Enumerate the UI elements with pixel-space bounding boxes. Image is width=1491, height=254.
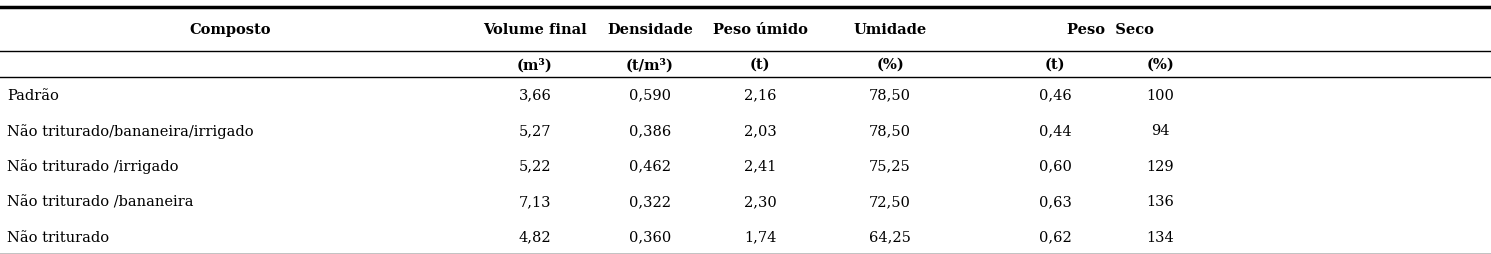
Text: Umidade: Umidade bbox=[853, 23, 926, 37]
Text: (%): (%) bbox=[1147, 58, 1173, 72]
Text: 2,16: 2,16 bbox=[744, 88, 777, 102]
Text: 2,41: 2,41 bbox=[744, 159, 777, 173]
Text: Volume final: Volume final bbox=[483, 23, 587, 37]
Text: 7,13: 7,13 bbox=[519, 195, 552, 209]
Text: 0,44: 0,44 bbox=[1039, 124, 1072, 138]
Text: 0,386: 0,386 bbox=[629, 124, 671, 138]
Text: (t): (t) bbox=[1045, 58, 1065, 72]
Text: 3,66: 3,66 bbox=[519, 88, 552, 102]
Text: Não triturado /irrigado: Não triturado /irrigado bbox=[7, 159, 179, 173]
Text: 78,50: 78,50 bbox=[869, 124, 911, 138]
Text: 0,360: 0,360 bbox=[629, 230, 671, 244]
Text: (m³): (m³) bbox=[517, 58, 553, 72]
Text: 134: 134 bbox=[1147, 230, 1173, 244]
Text: (t/m³): (t/m³) bbox=[626, 58, 674, 72]
Text: 5,22: 5,22 bbox=[519, 159, 552, 173]
Text: Não triturado/bananeira/irrigado: Não triturado/bananeira/irrigado bbox=[7, 123, 253, 138]
Text: 0,590: 0,590 bbox=[629, 88, 671, 102]
Text: 1,74: 1,74 bbox=[744, 230, 777, 244]
Text: 136: 136 bbox=[1147, 195, 1173, 209]
Text: Não triturado: Não triturado bbox=[7, 230, 109, 244]
Text: 2,03: 2,03 bbox=[744, 124, 777, 138]
Text: 0,322: 0,322 bbox=[629, 195, 671, 209]
Text: 64,25: 64,25 bbox=[869, 230, 911, 244]
Text: 0,60: 0,60 bbox=[1039, 159, 1072, 173]
Text: Densidade: Densidade bbox=[607, 23, 693, 37]
Text: 75,25: 75,25 bbox=[869, 159, 911, 173]
Text: 2,30: 2,30 bbox=[744, 195, 777, 209]
Text: Peso  Seco: Peso Seco bbox=[1066, 23, 1154, 37]
Text: 72,50: 72,50 bbox=[869, 195, 911, 209]
Text: 0,62: 0,62 bbox=[1039, 230, 1072, 244]
Text: 0,462: 0,462 bbox=[629, 159, 671, 173]
Text: 94: 94 bbox=[1151, 124, 1169, 138]
Text: Padrão: Padrão bbox=[7, 88, 58, 102]
Text: 78,50: 78,50 bbox=[869, 88, 911, 102]
Text: (%): (%) bbox=[877, 58, 904, 72]
Text: 100: 100 bbox=[1147, 88, 1173, 102]
Text: Composto: Composto bbox=[189, 23, 271, 37]
Text: 4,82: 4,82 bbox=[519, 230, 552, 244]
Text: (t): (t) bbox=[750, 58, 771, 72]
Text: Peso úmido: Peso úmido bbox=[713, 23, 808, 37]
Text: 5,27: 5,27 bbox=[519, 124, 552, 138]
Text: Não triturado /bananeira: Não triturado /bananeira bbox=[7, 195, 194, 209]
Text: 0,63: 0,63 bbox=[1039, 195, 1072, 209]
Text: 0,46: 0,46 bbox=[1039, 88, 1072, 102]
Text: 129: 129 bbox=[1147, 159, 1173, 173]
